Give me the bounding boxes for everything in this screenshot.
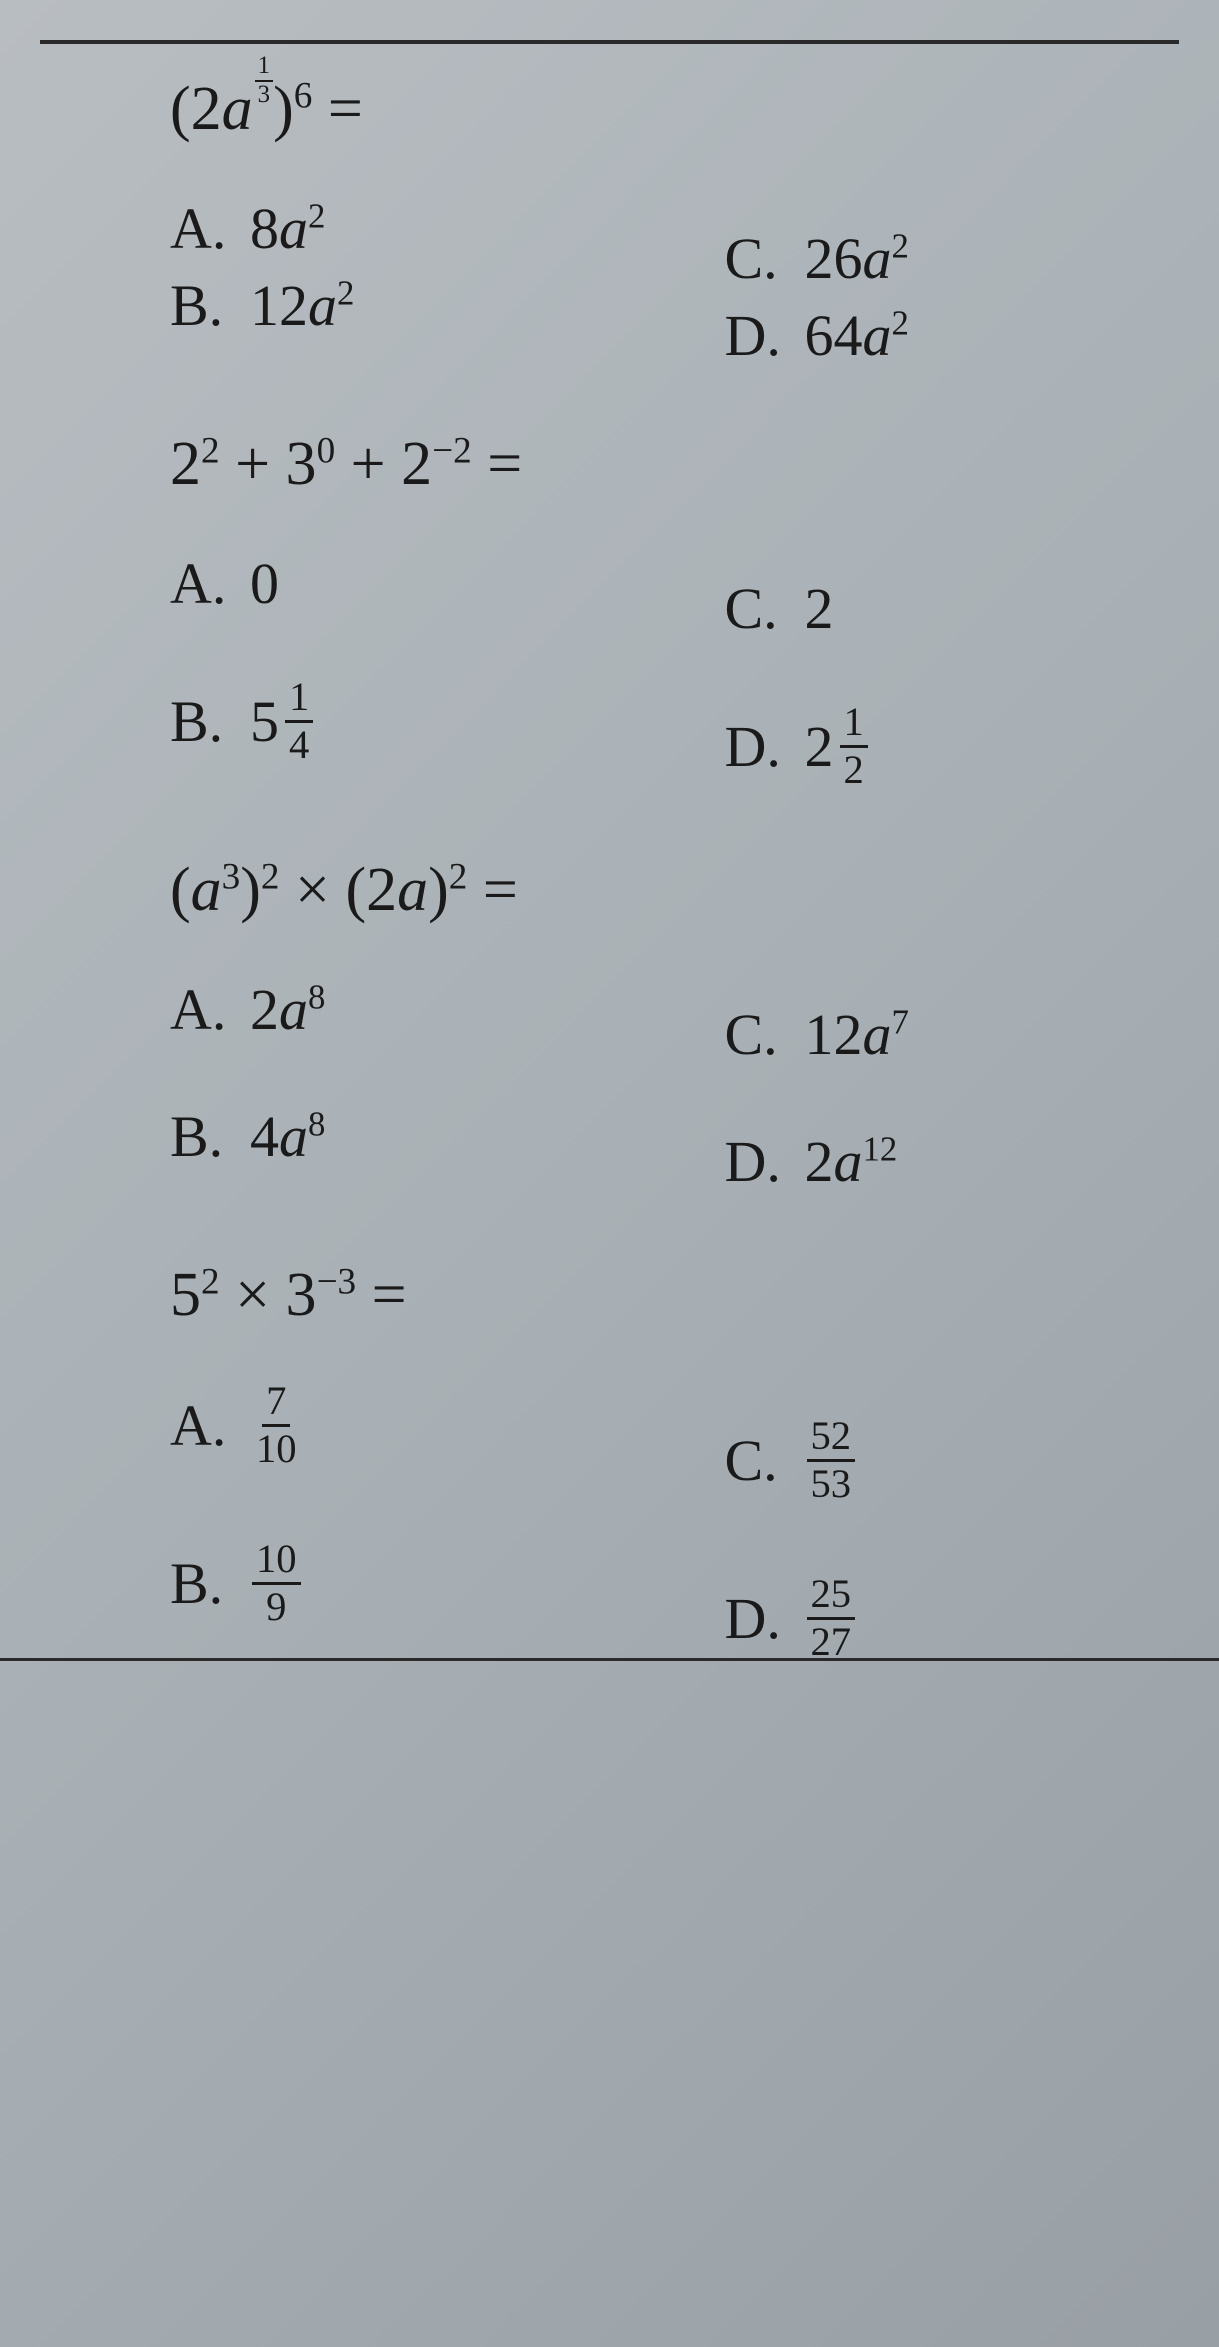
question-2-option-d: D. 212 xyxy=(725,702,1180,790)
option-value: 109 xyxy=(250,1539,303,1627)
question-2: 22 + 30 + 2−2 = A. 0 B. 514 C. 2 D. 212 xyxy=(80,429,1139,765)
option-letter: A. xyxy=(170,976,230,1043)
question-4: 52 × 3−3 = A. 710 B. 109 C. 5253 D. 2527 xyxy=(80,1260,1139,1627)
option-value: 2 xyxy=(805,575,834,642)
option-letter: B. xyxy=(170,1550,230,1617)
option-value: 4a8 xyxy=(250,1103,325,1170)
question-2-options: A. 0 B. 514 C. 2 D. 212 xyxy=(170,550,1139,765)
option-letter: D. xyxy=(725,302,785,369)
question-3-stem: (a3)2 × (2a)2 = xyxy=(170,855,1139,926)
option-value: 2527 xyxy=(805,1574,858,1662)
question-2-option-b: B. 514 xyxy=(170,677,625,765)
option-letter: B. xyxy=(170,1103,230,1170)
option-letter: C. xyxy=(725,575,785,642)
question-4-stem: 52 × 3−3 = xyxy=(170,1260,1139,1331)
question-2-option-a: A. 0 xyxy=(170,550,625,617)
option-letter: B. xyxy=(170,272,230,339)
option-value: 212 xyxy=(805,702,870,790)
question-2-stem: 22 + 30 + 2−2 = xyxy=(170,429,1139,500)
question-4-option-a: A. 710 xyxy=(170,1381,625,1469)
worksheet-page: (2a13)6 = A. 8a2 B. 12a2 C. 26a2 D. 64a2… xyxy=(80,40,1139,2307)
question-1-option-c: C. 26a2 xyxy=(725,225,1180,292)
question-1: (2a13)6 = A. 8a2 B. 12a2 C. 26a2 D. 64a2 xyxy=(80,74,1139,339)
question-1-option-d: D. 64a2 xyxy=(725,302,1180,369)
option-value: 2a12 xyxy=(805,1128,898,1195)
option-letter: C. xyxy=(725,225,785,292)
question-3-option-c: C. 12a7 xyxy=(725,1001,1180,1068)
option-letter: D. xyxy=(725,713,785,780)
question-4-option-d: D. 2527 xyxy=(725,1574,1180,1662)
option-value: 2a8 xyxy=(250,976,325,1043)
question-2-option-c: C. 2 xyxy=(725,575,1180,642)
option-value: 5253 xyxy=(805,1416,858,1504)
option-value: 514 xyxy=(250,677,315,765)
option-value: 8a2 xyxy=(250,195,325,262)
question-3-options: A. 2a8 B. 4a8 C. 12a7 D. 2a12 xyxy=(170,976,1139,1170)
option-letter: D. xyxy=(725,1585,785,1652)
option-value: 12a7 xyxy=(805,1001,909,1068)
option-value: 0 xyxy=(250,550,279,617)
option-value: 12a2 xyxy=(250,272,354,339)
question-1-options: A. 8a2 B. 12a2 C. 26a2 D. 64a2 xyxy=(170,195,1139,339)
question-4-option-b: B. 109 xyxy=(170,1539,625,1627)
option-letter: A. xyxy=(170,550,230,617)
option-letter: C. xyxy=(725,1001,785,1068)
option-letter: B. xyxy=(170,688,230,755)
option-letter: C. xyxy=(725,1427,785,1494)
question-3-option-d: D. 2a12 xyxy=(725,1128,1180,1195)
top-rule xyxy=(40,40,1179,44)
question-1-stem: (2a13)6 = xyxy=(170,74,1139,145)
option-value: 26a2 xyxy=(805,225,909,292)
question-3-option-a: A. 2a8 xyxy=(170,976,625,1043)
option-letter: D. xyxy=(725,1128,785,1195)
question-4-options: A. 710 B. 109 C. 5253 D. 2527 xyxy=(170,1381,1139,1627)
question-3: (a3)2 × (2a)2 = A. 2a8 B. 4a8 C. 12a7 D.… xyxy=(80,855,1139,1170)
question-1-option-a: A. 8a2 xyxy=(170,195,625,262)
question-1-option-b: B. 12a2 xyxy=(170,272,625,339)
question-4-option-c: C. 5253 xyxy=(725,1416,1180,1504)
option-letter: A. xyxy=(170,195,230,262)
option-letter: A. xyxy=(170,1392,230,1459)
question-3-option-b: B. 4a8 xyxy=(170,1103,625,1170)
option-value: 710 xyxy=(250,1381,303,1469)
option-value: 64a2 xyxy=(805,302,909,369)
